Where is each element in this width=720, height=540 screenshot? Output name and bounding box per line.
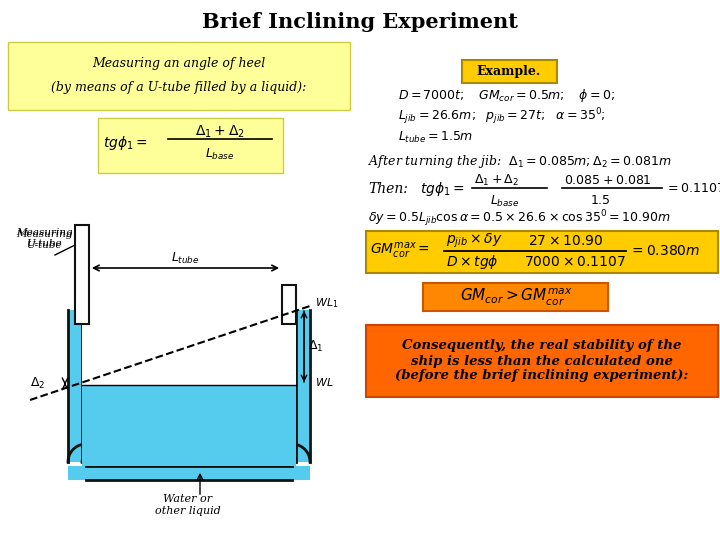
Text: $\Delta_2$: $\Delta_2$ xyxy=(30,376,45,392)
Text: $p_{jib}\times\delta y$: $p_{jib}\times\delta y$ xyxy=(446,232,503,250)
Text: $L_{tube}=1.5m$: $L_{tube}=1.5m$ xyxy=(398,130,473,145)
Text: $L_{base}$: $L_{base}$ xyxy=(490,193,519,208)
Text: Then:: Then: xyxy=(368,182,408,196)
Text: Measuring
U-tube: Measuring U-tube xyxy=(16,230,73,249)
Text: After turning the jib:  $\Delta_1=0.085m;\Delta_2=0.081m$: After turning the jib: $\Delta_1=0.085m;… xyxy=(368,152,672,170)
Bar xyxy=(68,310,82,462)
Text: $\delta y=0.5L_{jib}\cos\alpha=0.5\times26.6\times\cos35^0=10.90m$: $\delta y=0.5L_{jib}\cos\alpha=0.5\times… xyxy=(368,208,670,230)
Text: $L_{base}$: $L_{base}$ xyxy=(205,146,235,161)
Wedge shape xyxy=(292,444,310,462)
FancyBboxPatch shape xyxy=(366,325,718,397)
Text: $D\times tg\phi$: $D\times tg\phi$ xyxy=(446,253,499,271)
Text: $tg\phi_1 =$: $tg\phi_1 =$ xyxy=(103,134,148,152)
FancyBboxPatch shape xyxy=(98,118,283,173)
Wedge shape xyxy=(292,458,296,462)
Text: Measuring
U-tube: Measuring U-tube xyxy=(16,228,73,248)
Text: $GM^{max}_{cor}=$: $GM^{max}_{cor}=$ xyxy=(370,241,430,261)
Text: $=0.1107$: $=0.1107$ xyxy=(665,183,720,195)
FancyBboxPatch shape xyxy=(423,283,608,311)
Text: $1.5$: $1.5$ xyxy=(590,194,611,207)
Bar xyxy=(82,385,296,466)
Text: $\Delta_1+\Delta_2$: $\Delta_1+\Delta_2$ xyxy=(195,124,245,140)
Wedge shape xyxy=(82,458,86,462)
FancyBboxPatch shape xyxy=(8,42,350,110)
Bar xyxy=(82,310,296,466)
Bar xyxy=(296,310,310,462)
Text: $WL$: $WL$ xyxy=(315,376,333,388)
Text: $7000\times0.1107$: $7000\times0.1107$ xyxy=(524,255,626,269)
Text: $tg\phi_1=$: $tg\phi_1=$ xyxy=(420,180,465,198)
Bar xyxy=(68,466,310,480)
Bar xyxy=(75,225,89,324)
Text: $\Delta_1$: $\Delta_1$ xyxy=(308,339,323,354)
Text: $L_{jib}=26.6m;\ \ p_{jib}=27t;\ \ \alpha=35^0;$: $L_{jib}=26.6m;\ \ p_{jib}=27t;\ \ \alph… xyxy=(398,107,606,127)
Text: Water or
other liquid: Water or other liquid xyxy=(155,494,221,516)
Text: Consequently, the real stability of the
ship is less than the calculated one
(be: Consequently, the real stability of the … xyxy=(395,340,688,382)
Text: Brief Inclining Experiment: Brief Inclining Experiment xyxy=(202,12,518,32)
FancyBboxPatch shape xyxy=(366,231,718,273)
FancyBboxPatch shape xyxy=(462,60,557,83)
Wedge shape xyxy=(68,444,86,462)
Text: $GM_{cor}>GM^{max}_{cor}$: $GM_{cor}>GM^{max}_{cor}$ xyxy=(460,286,572,308)
Text: $\Delta_1+\Delta_2$: $\Delta_1+\Delta_2$ xyxy=(474,172,519,187)
Text: $D=7000t;\ \ \ GM_{cor}=0.5m;\ \ \ \phi=0;$: $D=7000t;\ \ \ GM_{cor}=0.5m;\ \ \ \phi=… xyxy=(398,86,615,104)
Text: $L_{tube}$: $L_{tube}$ xyxy=(171,251,199,266)
Text: $0.085+0.081$: $0.085+0.081$ xyxy=(564,173,652,186)
Text: $WL_1$: $WL_1$ xyxy=(315,296,338,310)
Text: (by means of a U-tube filled by a liquid):: (by means of a U-tube filled by a liquid… xyxy=(51,82,307,94)
Text: $=0.380m$: $=0.380m$ xyxy=(629,244,701,258)
Text: Measuring an angle of heel: Measuring an angle of heel xyxy=(92,57,266,70)
Text: Example.: Example. xyxy=(477,65,541,78)
Text: $27\times10.90$: $27\times10.90$ xyxy=(528,234,603,248)
Bar xyxy=(282,285,296,324)
